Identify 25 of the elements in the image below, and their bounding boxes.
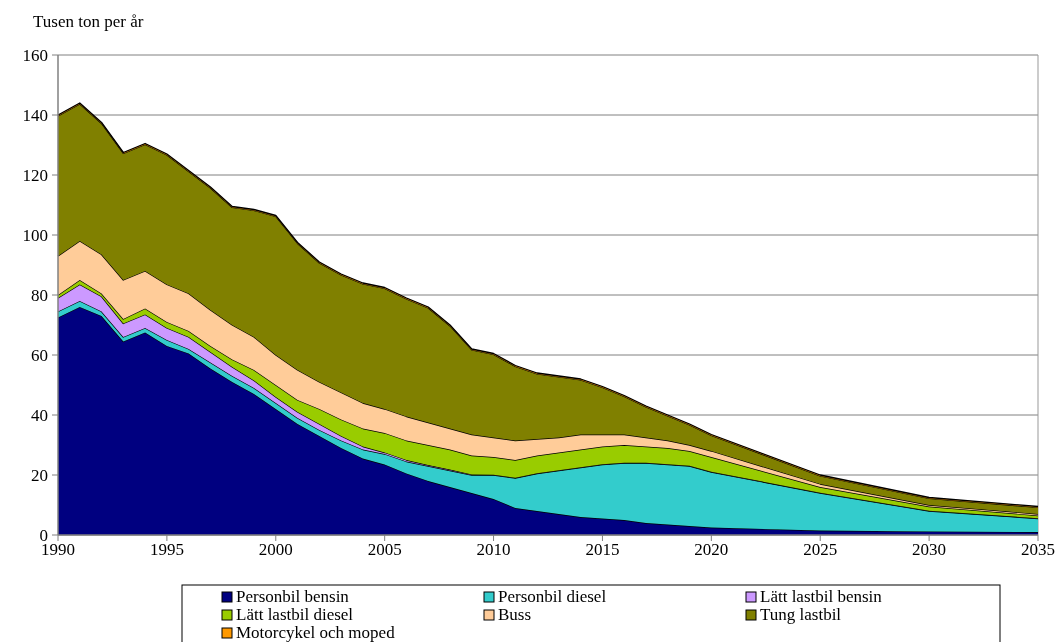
legend-label: Tung lastbil xyxy=(760,605,842,624)
legend-label: Buss xyxy=(498,605,532,624)
legend-label: Lätt lastbil diesel xyxy=(236,605,354,624)
legend-label: Lätt lastbil bensin xyxy=(760,587,883,606)
y-tick-label: 40 xyxy=(31,405,48,425)
y-tick-label: 100 xyxy=(22,225,48,245)
y-axis-title: Tusen ton per år xyxy=(33,12,144,31)
x-tick-label: 2000 xyxy=(258,540,293,559)
x-tick-label: 2010 xyxy=(476,540,511,559)
x-tick-label: 2035 xyxy=(1021,540,1055,559)
y-tick-label: 20 xyxy=(31,465,48,485)
y-tick-label: 80 xyxy=(31,285,48,305)
legend-label: Motorcykel och moped xyxy=(236,623,396,642)
y-tick-label: 120 xyxy=(22,165,48,185)
x-tick-label: 2020 xyxy=(694,540,729,559)
x-tick-label: 1995 xyxy=(149,540,184,559)
y-tick-label: 60 xyxy=(31,345,48,365)
x-tick-label: 2025 xyxy=(803,540,838,559)
x-tick-label: 2015 xyxy=(585,540,620,559)
x-tick-label: 2030 xyxy=(912,540,947,559)
y-tick-label: 160 xyxy=(22,45,48,65)
legend-label: Personbil diesel xyxy=(498,587,607,606)
y-tick-label: 140 xyxy=(22,105,48,125)
x-tick-label: 2005 xyxy=(367,540,402,559)
legend-label: Personbil bensin xyxy=(236,587,350,606)
